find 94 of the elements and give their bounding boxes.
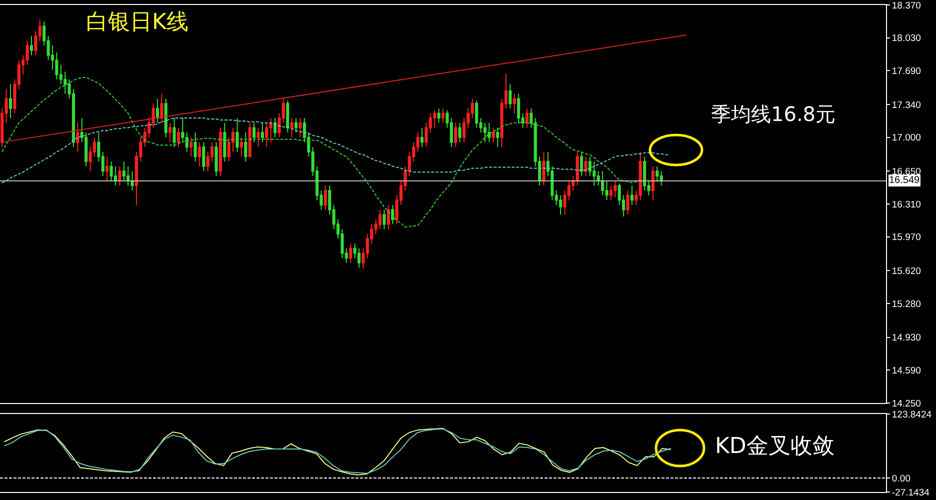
candlestick	[512, 93, 516, 114]
candlestick	[433, 110, 436, 128]
candlestick	[202, 142, 206, 172]
candlestick	[496, 127, 500, 148]
candlestick	[269, 118, 272, 143]
candlestick	[126, 166, 130, 186]
y-tick-label: 15.620	[892, 266, 921, 277]
candlestick	[614, 180, 617, 198]
candlestick	[106, 156, 109, 182]
candlestick	[517, 93, 520, 124]
candlestick	[324, 185, 327, 210]
candlestick	[542, 151, 546, 186]
candlestick	[660, 170, 663, 186]
candlestick	[420, 127, 424, 148]
y-tick-label: 17.000	[892, 132, 921, 144]
y-tick-label: 123.8424	[892, 409, 932, 420]
annotation: KD金叉收敛	[715, 434, 834, 459]
y-tick-label: 0.00	[892, 473, 910, 484]
candlestick	[214, 142, 218, 176]
candlestick	[168, 122, 172, 143]
candlestick	[454, 122, 458, 148]
candlestick	[656, 166, 659, 182]
candlestick	[76, 122, 80, 152]
candlestick	[382, 209, 386, 230]
candlestick	[576, 151, 579, 186]
candlestick	[274, 118, 277, 138]
y-tick-label: 15.280	[892, 298, 921, 310]
candlestick	[638, 151, 642, 201]
candlestick	[118, 166, 122, 186]
line-series	[2, 118, 670, 184]
candlestick	[156, 98, 159, 124]
candlestick	[584, 156, 588, 176]
candlestick	[492, 127, 495, 143]
candlestick	[252, 122, 256, 143]
candlestick	[294, 118, 298, 134]
candlestick	[488, 122, 491, 143]
y-tick-label: 14.590	[892, 365, 921, 376]
candlestick	[30, 35, 34, 56]
candlestick	[265, 122, 268, 148]
candlestick	[559, 194, 562, 216]
y-tick-label: 14.930	[892, 332, 921, 344]
y-tick-label: 18.370	[892, 0, 921, 12]
candlestick	[286, 100, 290, 134]
candlestick	[441, 108, 445, 124]
candlestick	[609, 185, 612, 201]
candlestick	[164, 98, 168, 138]
candlestick	[437, 108, 440, 124]
candlestick	[391, 204, 394, 225]
y-tick-label: 16.650	[892, 166, 921, 178]
candlestick	[386, 204, 390, 230]
candlestick	[190, 136, 193, 158]
candlestick	[357, 248, 361, 268]
candlestick	[651, 166, 654, 201]
annotation: 白银日K线	[86, 10, 188, 35]
candlestick	[114, 166, 117, 186]
candlestick	[122, 161, 126, 182]
candlestick	[256, 127, 260, 148]
candlestick	[349, 243, 352, 264]
candlestick	[110, 161, 113, 182]
candlestick	[626, 190, 630, 216]
candlestick	[630, 185, 634, 206]
ref-line-label: 16.549	[889, 175, 920, 186]
candlestick	[483, 122, 487, 143]
candlestick	[298, 118, 302, 138]
candlestick	[8, 84, 12, 119]
y-tick-label: 17.690	[892, 66, 921, 78]
y-tick-label: 14.250	[892, 398, 921, 410]
candlestick	[475, 100, 478, 128]
candlestick	[601, 170, 604, 196]
y-tick-label: -27.1434	[892, 487, 930, 498]
candlestick	[198, 142, 201, 167]
candlestick	[172, 118, 176, 148]
y-tick-label: 17.340	[892, 100, 921, 111]
y-tick-label: 15.970	[892, 232, 921, 244]
candlestick	[525, 108, 529, 128]
candlestick	[218, 127, 222, 176]
candlestick	[580, 151, 584, 176]
candlestick	[236, 118, 239, 152]
candlestick	[244, 132, 248, 162]
y-tick-label: 18.030	[892, 33, 921, 44]
candlestick	[260, 122, 264, 143]
candlestick	[458, 122, 462, 143]
candlestick	[130, 170, 134, 191]
candlestick	[194, 132, 197, 162]
candlestick	[240, 136, 243, 158]
y-tick-label: 16.310	[892, 199, 921, 210]
candlestick	[508, 84, 512, 109]
candlestick	[223, 122, 226, 162]
candlestick	[160, 93, 164, 124]
candlestick	[378, 209, 382, 230]
annotation: 季均线16.8元	[711, 102, 836, 126]
candlestick	[176, 127, 180, 148]
candlestick	[290, 118, 294, 138]
candlestick	[248, 122, 252, 158]
